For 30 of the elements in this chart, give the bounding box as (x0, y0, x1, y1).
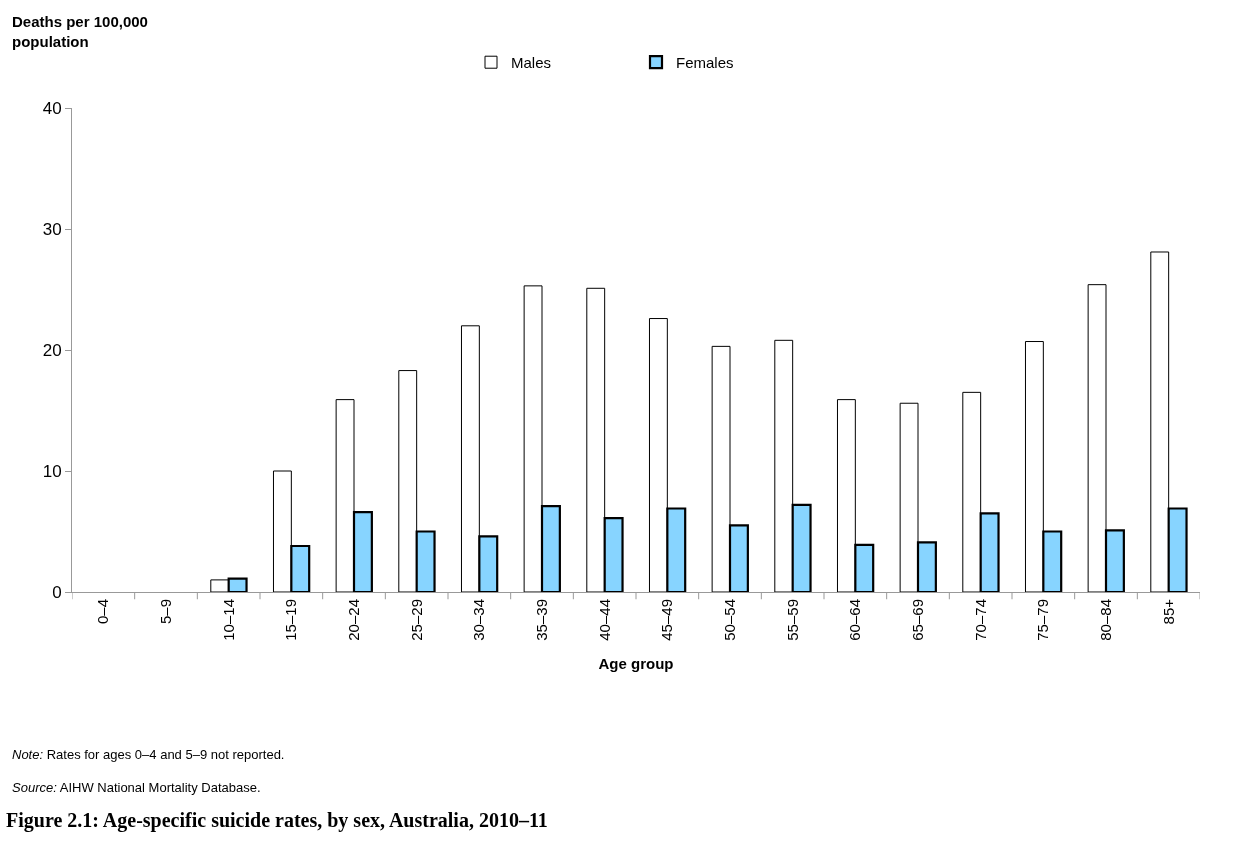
x-tick-label: 85+ (1159, 598, 1177, 625)
text: Note: Rates for ages 0–4 and 5–9 not reported. (12, 747, 285, 762)
x-tick-label: 40–44 (595, 599, 613, 641)
x-tick-label: 15–19 (282, 599, 300, 641)
y-tick-label: 10 (42, 461, 62, 481)
y-tick-label: 20 (42, 340, 62, 360)
x-tick-label: 5–9 (156, 599, 174, 625)
x-tick-label: 20–24 (344, 599, 362, 641)
x-axis-title: Age group (598, 654, 674, 672)
x-tick-label: 45–49 (658, 599, 676, 641)
legend-label: Males (511, 54, 552, 72)
text: Figure 2.1: Age-specific suicide rates, by sex, Australia, 2010–11 (6, 809, 548, 832)
x-tick-label: 70–74 (971, 599, 989, 641)
x-tick-label: 60–64 (846, 599, 864, 641)
x-tick-label: 10–14 (219, 599, 237, 641)
y-tick-label: 40 (42, 98, 62, 118)
x-tick-label: 25–29 (407, 599, 425, 641)
y-axis-title: Deaths per 100,000 population (12, 13, 148, 50)
y-tick-label: 0 (52, 582, 62, 602)
source-note: Source: AIHW National Mortality Database. (12, 780, 261, 795)
x-tick-label: 65–69 (908, 599, 926, 641)
x-tick-label: 30–34 (470, 599, 488, 641)
x-tick-label: 55–59 (783, 599, 801, 641)
legend-label: Females (676, 54, 734, 72)
y-tick-label: 30 (42, 219, 62, 239)
x-tick-label: 50–54 (720, 599, 738, 641)
x-tick-label: 0–4 (94, 599, 112, 625)
x-tick-label: 75–79 (1034, 599, 1052, 641)
x-tick-label: 80–84 (1096, 599, 1114, 641)
x-tick-label: 35–39 (532, 599, 550, 641)
